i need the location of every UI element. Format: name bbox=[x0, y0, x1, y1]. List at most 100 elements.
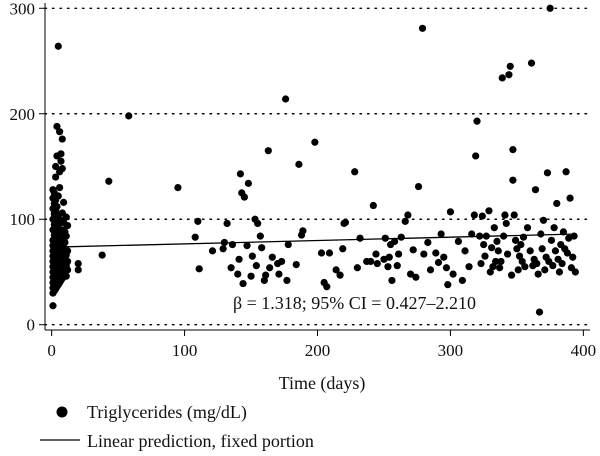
data-point bbox=[424, 238, 432, 247]
data-point bbox=[236, 170, 245, 178]
data-point bbox=[299, 227, 307, 235]
data-point bbox=[539, 216, 548, 224]
data-point bbox=[397, 233, 405, 241]
data-point bbox=[262, 271, 270, 279]
x-axis-ticks: 0 100 200 300 400 bbox=[47, 330, 596, 360]
data-point bbox=[281, 95, 290, 103]
data-point bbox=[507, 271, 516, 279]
data-point bbox=[311, 138, 319, 146]
data-point bbox=[473, 117, 481, 125]
data-point bbox=[373, 259, 381, 268]
data-point bbox=[480, 240, 488, 249]
y-axis-ticks: 0 100 200 300 bbox=[10, 0, 45, 335]
data-point bbox=[244, 179, 252, 187]
data-point bbox=[98, 251, 106, 259]
data-point bbox=[546, 4, 554, 12]
data-point bbox=[509, 146, 517, 154]
data-point bbox=[264, 147, 272, 155]
data-point bbox=[498, 74, 506, 82]
data-point bbox=[332, 266, 340, 274]
data-point bbox=[543, 169, 552, 177]
data-point bbox=[503, 250, 512, 258]
data-point bbox=[227, 264, 235, 272]
data-point bbox=[266, 264, 274, 272]
data-point bbox=[295, 160, 303, 168]
data-point bbox=[437, 230, 445, 238]
legend-label-triglycerides: Triglycerides (mg/dL) bbox=[87, 402, 247, 423]
data-point bbox=[478, 212, 486, 220]
data-point bbox=[234, 270, 242, 278]
data-point bbox=[208, 247, 217, 255]
data-point bbox=[58, 135, 66, 143]
data-point bbox=[278, 257, 286, 266]
data-point bbox=[283, 276, 291, 285]
data-point bbox=[558, 259, 566, 268]
data-point bbox=[404, 211, 412, 219]
data-point bbox=[341, 218, 350, 227]
data-point bbox=[551, 247, 560, 255]
data-point bbox=[485, 207, 493, 215]
data-point bbox=[62, 272, 70, 280]
data-point bbox=[323, 283, 331, 291]
trend-lines bbox=[51, 233, 577, 248]
data-point bbox=[247, 272, 255, 280]
data-point bbox=[356, 234, 364, 242]
x-axis-title: Time (days) bbox=[279, 373, 366, 394]
data-point bbox=[74, 259, 82, 268]
data-point bbox=[496, 264, 504, 272]
data-point bbox=[510, 211, 518, 219]
data-point bbox=[57, 150, 65, 158]
data-point bbox=[533, 259, 541, 268]
data-point bbox=[432, 249, 440, 257]
data-point bbox=[57, 157, 65, 165]
data-point bbox=[535, 308, 544, 316]
data-point bbox=[105, 177, 113, 185]
data-point bbox=[409, 246, 417, 254]
data-point bbox=[440, 253, 448, 261]
annotation-text: β = 1.318; 95% CI = 0.427–2.210 bbox=[233, 293, 476, 313]
data-point bbox=[248, 252, 256, 260]
data-point bbox=[56, 128, 64, 136]
data-point bbox=[492, 257, 500, 266]
data-point bbox=[194, 217, 202, 225]
y-tick-label: 100 bbox=[10, 210, 36, 229]
data-point bbox=[56, 183, 64, 192]
data-point bbox=[284, 240, 292, 249]
data-point bbox=[385, 253, 393, 261]
data-point bbox=[454, 237, 463, 245]
data-point bbox=[418, 24, 427, 32]
data-point bbox=[351, 168, 359, 176]
data-point bbox=[526, 247, 534, 255]
data-point bbox=[517, 240, 525, 249]
data-point bbox=[571, 268, 579, 276]
data-point bbox=[547, 236, 556, 244]
data-point bbox=[394, 250, 403, 258]
data-point bbox=[406, 270, 415, 278]
data-point bbox=[566, 194, 574, 202]
data-point bbox=[292, 261, 300, 269]
data-point bbox=[531, 186, 540, 194]
data-point bbox=[509, 176, 517, 184]
data-point bbox=[52, 162, 60, 171]
data-point bbox=[243, 242, 251, 250]
data-point bbox=[488, 244, 496, 252]
data-point bbox=[541, 266, 549, 274]
x-tick-label: 300 bbox=[438, 341, 464, 360]
data-point bbox=[54, 192, 62, 200]
data-point bbox=[254, 219, 262, 228]
data-point bbox=[434, 258, 443, 267]
data-point bbox=[52, 173, 60, 181]
linear-prediction-line bbox=[51, 233, 577, 248]
data-point bbox=[275, 270, 283, 278]
data-point bbox=[268, 253, 276, 261]
data-point bbox=[58, 165, 66, 173]
data-point bbox=[502, 219, 510, 228]
data-point bbox=[63, 247, 72, 255]
data-point bbox=[468, 230, 476, 238]
legend-label-linear-prediction: Linear prediction, fixed portion bbox=[87, 431, 314, 451]
data-point bbox=[420, 250, 428, 258]
data-point bbox=[336, 271, 344, 279]
x-tick-label: 400 bbox=[571, 341, 597, 360]
data-point bbox=[414, 182, 423, 191]
data-point bbox=[493, 237, 501, 245]
